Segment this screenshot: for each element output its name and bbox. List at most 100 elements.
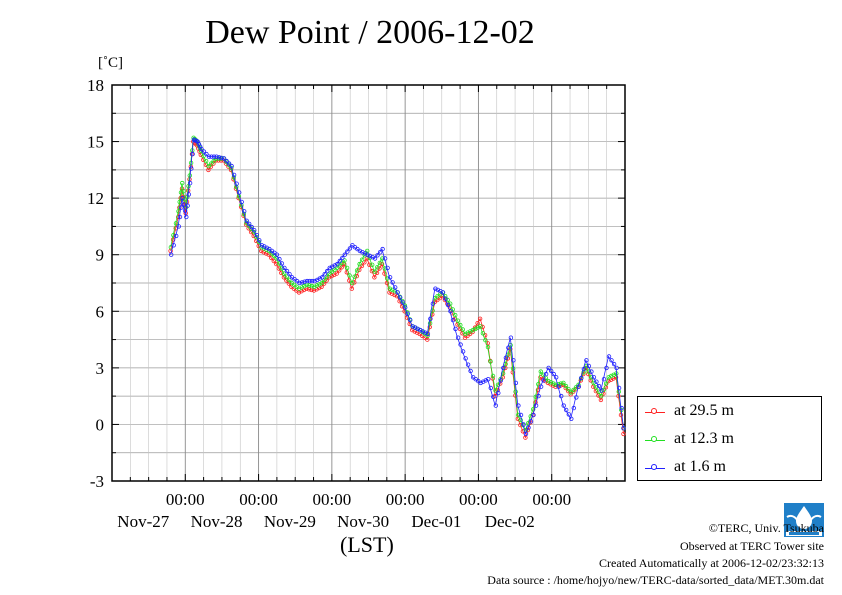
data-point (536, 393, 541, 399)
y-tick-labels: 18 15 12 9 6 3 0 -3 (87, 76, 104, 491)
y-axis-unit-label: [˚C] (98, 55, 123, 71)
data-point (259, 243, 264, 248)
data-point (536, 382, 541, 387)
data-point (526, 425, 531, 430)
data-point (588, 375, 594, 380)
data-point (403, 305, 408, 310)
data-point (176, 224, 181, 229)
data-point (468, 368, 473, 374)
data-point (604, 381, 609, 386)
data-point (201, 149, 207, 154)
data-point (208, 164, 214, 169)
data-point (571, 387, 576, 393)
terc-logo-icon (784, 503, 824, 537)
data-point (453, 326, 458, 332)
data-point (224, 158, 229, 164)
data-point (511, 358, 516, 363)
data-point (185, 203, 190, 208)
data-point (279, 261, 285, 266)
data-point (551, 371, 556, 377)
data-point (352, 274, 357, 279)
data-point (390, 280, 395, 285)
data-point (478, 324, 483, 329)
data-point (543, 371, 549, 377)
legend-marker-12-3m (651, 436, 657, 442)
data-point (369, 268, 375, 274)
data-point (239, 199, 244, 205)
data-point (571, 405, 576, 411)
data-point (302, 283, 307, 289)
data-point (498, 378, 503, 383)
data-point (182, 208, 188, 213)
data-point (211, 161, 216, 166)
data-point (309, 283, 314, 289)
data-point (579, 375, 584, 381)
data-point (564, 407, 569, 413)
data-point (297, 280, 302, 286)
data-point (460, 327, 465, 332)
data-point (254, 232, 259, 238)
data-point (614, 365, 619, 371)
data-point (319, 280, 325, 286)
y-tick-label: 18 (87, 76, 104, 95)
x-tick-time-label: 00:00 (532, 490, 571, 509)
x-tick-time-label: 00:00 (166, 490, 205, 509)
data-point (475, 321, 480, 326)
data-point (382, 266, 387, 271)
data-point (433, 286, 438, 291)
data-point (206, 154, 212, 159)
data-point (171, 243, 176, 248)
data-point (337, 268, 342, 273)
data-point (596, 383, 602, 389)
data-point (538, 369, 543, 374)
data-point (533, 403, 539, 408)
data-point (609, 373, 614, 379)
data-point (405, 311, 410, 316)
x-tick-time-label: 00:00 (459, 490, 498, 509)
data-point (309, 278, 315, 284)
data-point (382, 256, 388, 261)
data-point (609, 358, 614, 363)
data-point (385, 265, 390, 271)
data-point (337, 258, 342, 264)
data-point (523, 431, 529, 437)
credit-text: ©TERC, Univ. Tsukuba (708, 521, 824, 535)
data-point (284, 274, 289, 279)
data-source-text: Data source : /home/hojyo/new/TERC-data/… (487, 573, 824, 587)
data-point (521, 422, 526, 427)
data-point (374, 270, 380, 276)
data-point (619, 405, 624, 411)
data-point (531, 412, 536, 418)
data-point (181, 202, 186, 207)
data-point (566, 387, 571, 392)
data-point (327, 265, 332, 271)
data-point (601, 377, 607, 382)
y-tick-label: 15 (87, 133, 104, 152)
data-point (576, 384, 581, 389)
data-point (415, 326, 420, 332)
data-point (357, 267, 362, 272)
data-point (372, 269, 377, 274)
data-point (558, 381, 564, 386)
data-point (182, 197, 187, 202)
data-point (246, 221, 252, 227)
data-point (616, 385, 622, 391)
data-point (599, 393, 604, 399)
data-point (211, 154, 217, 159)
site-text: Observed at TERC Tower site (679, 539, 824, 553)
x-tick-date-label: Nov-27 (117, 512, 169, 531)
data-point (276, 266, 281, 271)
data-point (460, 349, 466, 354)
series-line (170, 139, 624, 436)
data-point (486, 377, 491, 382)
data-point (347, 246, 353, 251)
data-point (591, 375, 597, 380)
legend-entry-29-5m: at 29.5 m (638, 402, 821, 424)
x-axis-label: (LST) (340, 532, 394, 557)
data-point (506, 345, 511, 350)
data-point (621, 426, 626, 431)
data-point (604, 365, 609, 371)
data-point (375, 253, 380, 258)
